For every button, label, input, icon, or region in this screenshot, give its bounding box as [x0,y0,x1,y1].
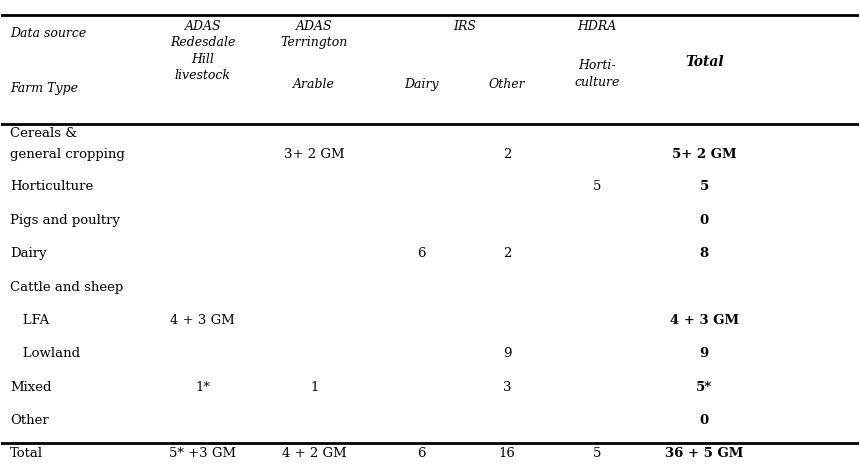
Text: 6: 6 [417,447,426,460]
Text: 5: 5 [593,447,601,460]
Text: HDRA: HDRA [578,20,617,33]
Text: 9: 9 [700,347,709,360]
Text: 3: 3 [503,381,512,394]
Text: 1: 1 [310,381,318,394]
Text: Other: Other [488,78,525,91]
Text: Cattle and sheep: Cattle and sheep [10,281,123,294]
Text: 5: 5 [700,180,709,193]
Text: 4 + 2 GM: 4 + 2 GM [282,447,347,460]
Text: 36 + 5 GM: 36 + 5 GM [665,447,744,460]
Text: 5*: 5* [697,381,712,394]
Text: 6: 6 [417,247,426,260]
Text: 5* +3 GM: 5* +3 GM [169,447,237,460]
Text: 0: 0 [700,414,709,427]
Text: 4 + 3 GM: 4 + 3 GM [170,314,236,327]
Text: Mixed: Mixed [10,381,52,394]
Text: 0: 0 [700,214,709,227]
Text: 9: 9 [503,347,512,360]
Text: Dairy: Dairy [404,78,439,91]
Text: 4 + 3 GM: 4 + 3 GM [670,314,739,327]
Text: 1*: 1* [195,381,211,394]
Text: LFA: LFA [10,314,49,327]
Text: Horticulture: Horticulture [10,180,93,193]
Text: ADAS
Redesdale
Hill
livestock: ADAS Redesdale Hill livestock [170,20,236,82]
Text: Total: Total [10,447,43,460]
Text: Dairy: Dairy [10,247,46,260]
Text: Farm Type: Farm Type [10,82,78,96]
Text: Pigs and poultry: Pigs and poultry [10,214,120,227]
Text: Other: Other [10,414,49,427]
Text: 2: 2 [503,148,512,161]
Text: 3+ 2 GM: 3+ 2 GM [284,148,345,161]
Text: general cropping: general cropping [10,148,125,161]
Text: Cereals &: Cereals & [10,127,77,140]
Text: 5: 5 [593,180,601,193]
Text: Total: Total [685,55,723,69]
Text: Lowland: Lowland [10,347,80,360]
Text: Horti-
culture: Horti- culture [574,59,620,89]
Text: Arable: Arable [293,78,335,91]
Text: ADAS
Terrington: ADAS Terrington [280,20,348,49]
Text: 2: 2 [503,247,512,260]
Text: 5+ 2 GM: 5+ 2 GM [672,148,737,161]
Text: Data source: Data source [10,27,86,40]
Text: 16: 16 [499,447,516,460]
Text: IRS: IRS [452,20,476,33]
Text: 8: 8 [700,247,709,260]
